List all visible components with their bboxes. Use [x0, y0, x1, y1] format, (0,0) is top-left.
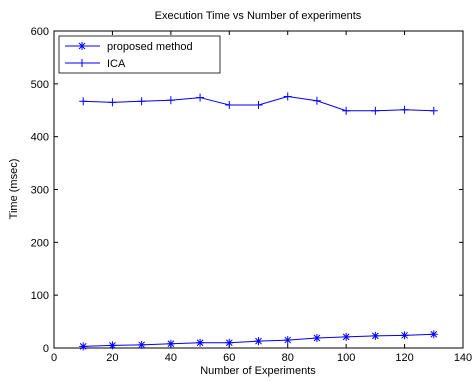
legend-label-proposed-method: proposed method — [107, 41, 193, 53]
y-tick-label: 300 — [31, 185, 49, 197]
data-point-proposed-method — [371, 331, 380, 340]
data-point-proposed-method — [137, 340, 146, 349]
data-point-ica — [342, 106, 351, 115]
data-point-ica — [137, 97, 146, 106]
y-tick-label: 600 — [31, 26, 49, 38]
data-point-proposed-method — [254, 337, 263, 346]
y-tick-label: 400 — [31, 132, 49, 144]
data-point-ica — [283, 92, 292, 101]
data-point-proposed-method — [108, 341, 117, 350]
data-point-proposed-method — [283, 336, 292, 345]
x-tick-label: 0 — [51, 352, 57, 364]
data-point-proposed-method — [429, 330, 438, 339]
data-point-proposed-method — [225, 338, 234, 347]
plot-area — [53, 30, 464, 349]
series-ica — [79, 92, 438, 115]
legend-box — [58, 35, 221, 74]
data-point-ica — [254, 100, 263, 109]
data-point-proposed-method — [166, 339, 175, 348]
y-tick-label: 100 — [31, 290, 49, 302]
data-point-proposed-method — [342, 332, 351, 341]
data-point-proposed-method — [79, 342, 88, 351]
y-tick-label: 500 — [31, 79, 49, 91]
x-tick-label: 140 — [454, 352, 472, 364]
y-tick-label: 200 — [31, 237, 49, 249]
legend-label-ica: ICA — [107, 58, 126, 70]
data-point-ica — [166, 96, 175, 105]
x-axis-label: Number of Experiments — [200, 365, 316, 377]
data-point-ica — [400, 105, 409, 114]
y-axis-label: Time (msec) — [8, 159, 20, 220]
legend-entry-proposed-method: proposed method — [65, 41, 193, 53]
x-tick-label: 20 — [106, 352, 118, 364]
data-point-ica — [312, 96, 321, 105]
data-point-proposed-method — [196, 338, 205, 347]
data-point-proposed-method — [312, 333, 321, 342]
series-layer — [79, 92, 438, 351]
data-point-ica — [108, 98, 117, 107]
x-tick-label: 40 — [165, 352, 177, 364]
legend-marker-ica — [78, 59, 86, 67]
y-tick-label: 0 — [43, 343, 49, 355]
legend-marker-proposed-method — [78, 42, 86, 50]
data-point-ica — [79, 97, 88, 106]
x-tick-label: 100 — [337, 352, 355, 364]
legend-entry-ica: ICA — [65, 58, 126, 70]
data-point-proposed-method — [400, 331, 409, 340]
data-point-ica — [225, 100, 234, 109]
data-point-ica — [196, 93, 205, 102]
x-tick-label: 60 — [223, 352, 235, 364]
data-point-ica — [371, 106, 380, 115]
data-point-ica — [429, 106, 438, 115]
x-tick-label: 80 — [282, 352, 294, 364]
chart-title: Execution Time vs Number of experiments — [155, 10, 362, 22]
series-proposed-method — [79, 330, 438, 351]
x-tick-label: 120 — [395, 352, 413, 364]
legend: proposed method ICA — [58, 35, 221, 74]
axis-ticks: 0 20 40 60 80 100 120 140 0 100 200 300 400 500 600 — [31, 26, 473, 364]
